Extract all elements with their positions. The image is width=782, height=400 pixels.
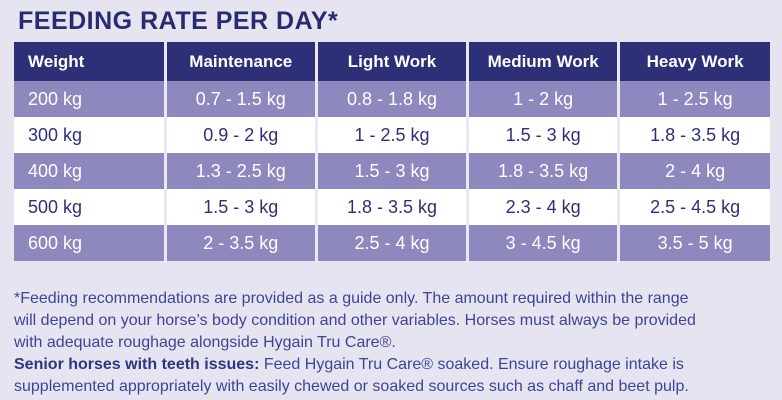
value-cell: 1.8 - 3.5 kg [617, 117, 770, 153]
feeding-rate-table: Weight Maintenance Light Work Medium Wor… [14, 42, 770, 261]
page-title: FEEDING RATE PER DAY* [18, 7, 339, 35]
column-header-medium-work: Medium Work [466, 42, 619, 81]
value-cell: 2 - 3.5 kg [163, 225, 317, 261]
value-cell: 3 - 4.5 kg [466, 225, 619, 261]
table-row-500kg: 500 kg 1.5 - 3 kg 1.8 - 3.5 kg 2.3 - 4 k… [14, 189, 770, 225]
value-cell: 1.8 - 3.5 kg [466, 153, 619, 189]
weight-cell: 300 kg [14, 117, 166, 153]
value-cell: 0.7 - 1.5 kg [163, 81, 317, 117]
column-header-heavy-work: Heavy Work [617, 42, 770, 81]
column-header-maintenance: Maintenance [163, 42, 317, 81]
footnote-bold-lead: Senior horses with teeth issues: [14, 356, 260, 373]
table-row-600kg: 600 kg 2 - 3.5 kg 2.5 - 4 kg 3 - 4.5 kg … [14, 225, 770, 261]
weight-cell: 400 kg [14, 153, 166, 189]
column-header-light-work: Light Work [314, 42, 468, 81]
footnote-line-4-text: Feed Hygain Tru Care® soaked. Ensure rou… [259, 356, 684, 373]
value-cell: 1 - 2.5 kg [314, 117, 468, 153]
value-cell: 2.3 - 4 kg [466, 189, 619, 225]
value-cell: 1.5 - 3 kg [314, 153, 468, 189]
weight-cell: 200 kg [14, 81, 166, 117]
footnotes: *Feeding recommendations are provided as… [14, 288, 770, 398]
footnote-line-5: supplemented appropriately with easily c… [14, 378, 689, 395]
value-cell: 1.5 - 3 kg [163, 189, 317, 225]
table-header-row: Weight Maintenance Light Work Medium Wor… [14, 42, 770, 81]
value-cell: 0.9 - 2 kg [163, 117, 317, 153]
value-cell: 2.5 - 4 kg [314, 225, 468, 261]
table-row-200kg: 200 kg 0.7 - 1.5 kg 0.8 - 1.8 kg 1 - 2 k… [14, 81, 770, 117]
value-cell: 3.5 - 5 kg [617, 225, 770, 261]
value-cell: 1 - 2.5 kg [617, 81, 770, 117]
weight-cell: 500 kg [14, 189, 166, 225]
value-cell: 2.5 - 4.5 kg [617, 189, 770, 225]
column-header-weight: Weight [14, 42, 166, 81]
footnote-line-1: *Feeding recommendations are provided as… [14, 290, 689, 307]
footnote-line-3: with adequate roughage alongside Hygain … [14, 334, 396, 351]
value-cell: 0.8 - 1.8 kg [314, 81, 468, 117]
value-cell: 1.8 - 3.5 kg [314, 189, 468, 225]
weight-cell: 600 kg [14, 225, 166, 261]
value-cell: 1.3 - 2.5 kg [163, 153, 317, 189]
value-cell: 1 - 2 kg [466, 81, 619, 117]
value-cell: 2 - 4 kg [617, 153, 770, 189]
table-row-400kg: 400 kg 1.3 - 2.5 kg 1.5 - 3 kg 1.8 - 3.5… [14, 153, 770, 189]
value-cell: 1.5 - 3 kg [466, 117, 619, 153]
footnote-line-2: will depend on your horse’s body conditi… [14, 312, 696, 329]
table-row-300kg: 300 kg 0.9 - 2 kg 1 - 2.5 kg 1.5 - 3 kg … [14, 117, 770, 153]
footnote-line-4: Senior horses with teeth issues: Feed Hy… [14, 354, 770, 376]
